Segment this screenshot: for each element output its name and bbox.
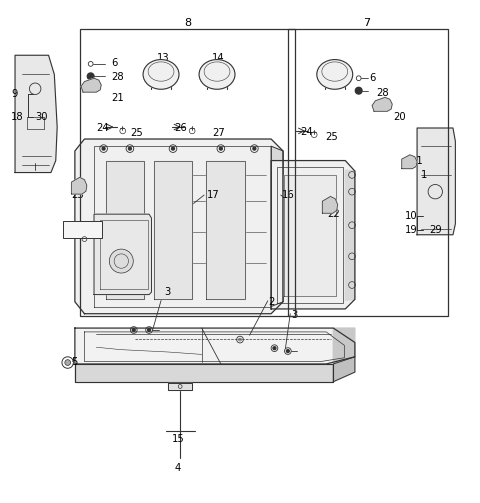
Polygon shape: [75, 139, 283, 314]
Text: 29: 29: [429, 225, 442, 235]
Circle shape: [355, 88, 362, 94]
Circle shape: [148, 328, 151, 331]
Polygon shape: [15, 55, 57, 173]
Text: 19: 19: [405, 225, 418, 235]
Text: 20: 20: [393, 112, 406, 122]
Polygon shape: [75, 328, 355, 364]
Polygon shape: [372, 98, 392, 111]
Text: 14: 14: [212, 53, 225, 63]
Circle shape: [253, 147, 256, 150]
Text: 26: 26: [174, 123, 187, 133]
Text: 2: 2: [269, 297, 275, 307]
Text: 5: 5: [72, 357, 78, 367]
Text: 27: 27: [213, 128, 226, 138]
Bar: [63, 221, 102, 238]
Circle shape: [132, 328, 135, 331]
Text: 13: 13: [329, 65, 342, 75]
Circle shape: [102, 147, 105, 150]
Ellipse shape: [317, 59, 353, 89]
Text: 9: 9: [11, 89, 18, 99]
Circle shape: [219, 147, 222, 150]
Polygon shape: [271, 160, 355, 309]
Text: 17: 17: [206, 190, 219, 200]
Text: 12: 12: [67, 230, 80, 240]
Text: 10: 10: [405, 211, 418, 221]
Text: 3: 3: [292, 310, 298, 320]
Polygon shape: [284, 175, 336, 296]
Text: 25: 25: [130, 128, 143, 138]
Polygon shape: [106, 160, 144, 299]
Polygon shape: [323, 197, 337, 213]
Text: 16: 16: [282, 190, 295, 200]
Bar: [80, 29, 295, 316]
Text: 24: 24: [300, 127, 312, 137]
Text: 28: 28: [112, 72, 124, 82]
Text: 8: 8: [184, 18, 191, 28]
Polygon shape: [333, 357, 355, 382]
Circle shape: [273, 347, 276, 350]
Polygon shape: [402, 155, 417, 169]
Polygon shape: [206, 160, 245, 299]
Ellipse shape: [199, 59, 235, 89]
Circle shape: [171, 147, 174, 150]
Polygon shape: [75, 364, 333, 382]
Polygon shape: [417, 128, 456, 235]
Text: 28: 28: [376, 88, 389, 98]
Circle shape: [129, 147, 132, 150]
Bar: [288, 29, 448, 316]
Text: 4: 4: [175, 463, 181, 473]
Polygon shape: [72, 178, 87, 194]
Text: 7: 7: [363, 18, 371, 28]
Polygon shape: [333, 328, 355, 364]
Polygon shape: [168, 383, 192, 390]
Text: 30: 30: [35, 112, 48, 122]
Text: 18: 18: [11, 112, 24, 122]
Text: 11: 11: [411, 155, 424, 165]
Circle shape: [287, 350, 289, 353]
Polygon shape: [271, 146, 283, 306]
Text: 15: 15: [171, 434, 184, 444]
Ellipse shape: [143, 59, 179, 89]
Polygon shape: [154, 160, 192, 299]
Circle shape: [87, 73, 94, 79]
Text: 22: 22: [327, 209, 340, 219]
Circle shape: [109, 249, 133, 273]
Circle shape: [65, 360, 71, 365]
Polygon shape: [81, 78, 101, 92]
Text: 23: 23: [72, 190, 84, 200]
Text: 25: 25: [325, 132, 338, 142]
Text: 3: 3: [164, 287, 170, 297]
Text: 21: 21: [112, 94, 124, 103]
Text: 24: 24: [96, 123, 109, 133]
Text: 1: 1: [421, 170, 427, 180]
Polygon shape: [94, 214, 152, 295]
Text: 6: 6: [369, 73, 376, 83]
Polygon shape: [345, 170, 355, 300]
Text: 6: 6: [112, 58, 118, 68]
Text: 13: 13: [157, 53, 170, 63]
